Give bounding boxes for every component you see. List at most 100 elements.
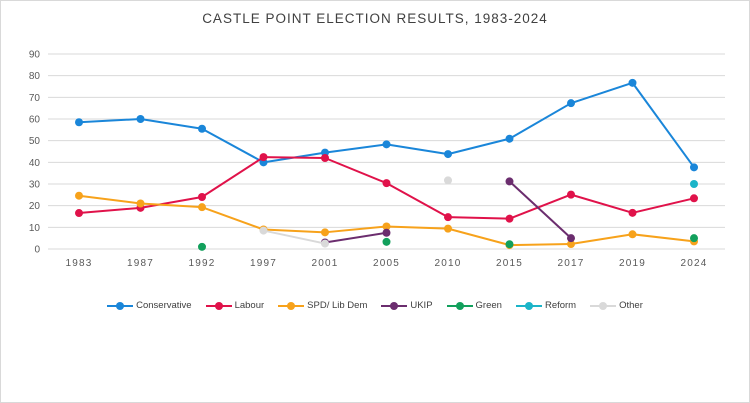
data-point-labour [690,194,698,203]
data-point-other [259,226,268,235]
data-point-conservative [505,134,514,143]
legend-swatch [446,301,473,311]
series-line-labour [201,156,265,198]
series-line-spd-lib-dem [386,225,449,230]
series-line-spd-lib-dem [324,225,387,234]
x-tick-label: 2001 [311,258,338,269]
series-line-ukip [324,231,387,244]
data-point-labour [75,209,83,218]
series-line-other [263,229,326,245]
data-point-green [505,240,514,249]
legend-swatch [107,301,134,311]
y-tick-label: 60 [29,115,41,126]
series-line-conservative [570,81,633,105]
legend-item: Green [446,300,502,311]
legend-swatch [515,301,542,311]
y-tick-label: 90 [29,50,41,61]
x-tick-label: 2015 [496,258,523,269]
y-tick-label: 50 [29,136,41,147]
data-point-other [321,239,329,248]
series-line-labour [632,197,695,214]
x-tick-label: 1983 [65,258,92,269]
data-point-reform [690,180,698,188]
legend-swatch [381,301,408,311]
data-point-conservative [75,118,83,127]
legend-item: Conservative [107,300,192,311]
series-line-conservative [386,143,449,156]
series-line-conservative [447,137,510,156]
data-point-spd-lib-dem [567,240,575,249]
x-tick-label: 1987 [127,258,154,269]
y-tick-label: 10 [29,223,41,234]
x-tick-label: 2019 [619,258,646,269]
data-point-conservative [444,150,452,159]
data-point-labour [198,193,206,201]
data-point-spd-lib-dem [198,203,206,212]
series-line-conservative [324,143,387,154]
x-tick-label: 2010 [434,258,461,269]
x-tick-label: 1992 [188,258,215,269]
legend-item: SPD/ Lib Dem [278,300,367,311]
series-line-conservative [508,102,572,140]
data-point-ukip [382,228,391,237]
series-line-labour [324,157,387,185]
series-line-labour [570,193,633,214]
series-line-ukip [508,180,572,239]
data-point-conservative [690,163,698,172]
data-point-labour [259,153,268,162]
series-line-spd-lib-dem [263,228,326,234]
data-point-green [198,242,206,251]
series-line-spd-lib-dem [201,206,264,231]
series-line-conservative [140,118,203,130]
series-line-conservative [631,82,695,168]
legend-swatch [590,301,617,311]
data-point-labour [628,208,637,217]
legend-item: Other [590,300,643,311]
series-line-spd-lib-dem [140,202,203,209]
data-point-ukip [567,234,575,243]
x-tick-label: 2005 [373,258,400,269]
data-point-spd-lib-dem [382,222,391,231]
data-point-labour [567,190,575,199]
y-tick-label: 40 [29,158,41,169]
series-line-spd-lib-dem [509,243,572,247]
y-tick-label: 70 [29,93,41,104]
data-point-labour [444,213,452,222]
y-tick-label: 30 [29,180,41,191]
legend: Conservative Labour SPD/ Lib Dem UKIP Green R… [0,300,750,311]
data-point-conservative [136,115,145,123]
x-tick-label: 1997 [250,258,277,269]
data-point-conservative [567,99,575,108]
legend-label: SPD/ Lib Dem [307,300,368,311]
y-tick-label: 80 [29,71,41,82]
series-line-labour [386,182,449,219]
data-point-spd-lib-dem [136,199,145,208]
legend-label: Green [475,300,502,311]
data-point-spd-lib-dem [628,230,637,239]
y-tick-label: 0 [34,245,40,256]
data-point-other [444,176,452,185]
series-line-spd-lib-dem [632,233,695,243]
line-chart: 0 10 20 30 40 50 60 70 80 90 1983 1987 1992 1997 2001 2… [29,50,725,269]
data-point-conservative [382,140,391,149]
series-line-conservative [201,127,264,164]
y-tick-label: 20 [29,201,41,212]
series-line-spd-lib-dem [447,227,510,247]
data-point-labour [321,154,329,162]
chart-title: CASTLE POINT ELECTION RESULTS, 1983-2024 [202,11,548,26]
series-line-conservative [78,118,141,124]
legend-swatch [278,301,305,311]
data-point-green [690,234,698,243]
legend-item: Reform [515,300,576,311]
legend-swatch [205,301,232,311]
series-line-labour [509,193,572,220]
legend-label: Labour [234,300,265,311]
series-line-labour [140,196,203,209]
legend-label: Conservative [136,300,192,311]
data-point-spd-lib-dem [444,224,452,233]
legend-label: UKIP [410,300,433,311]
data-point-conservative [198,124,206,133]
data-point-labour [382,179,391,188]
data-point-ukip [505,177,514,186]
series-line-spd-lib-dem [570,233,633,246]
